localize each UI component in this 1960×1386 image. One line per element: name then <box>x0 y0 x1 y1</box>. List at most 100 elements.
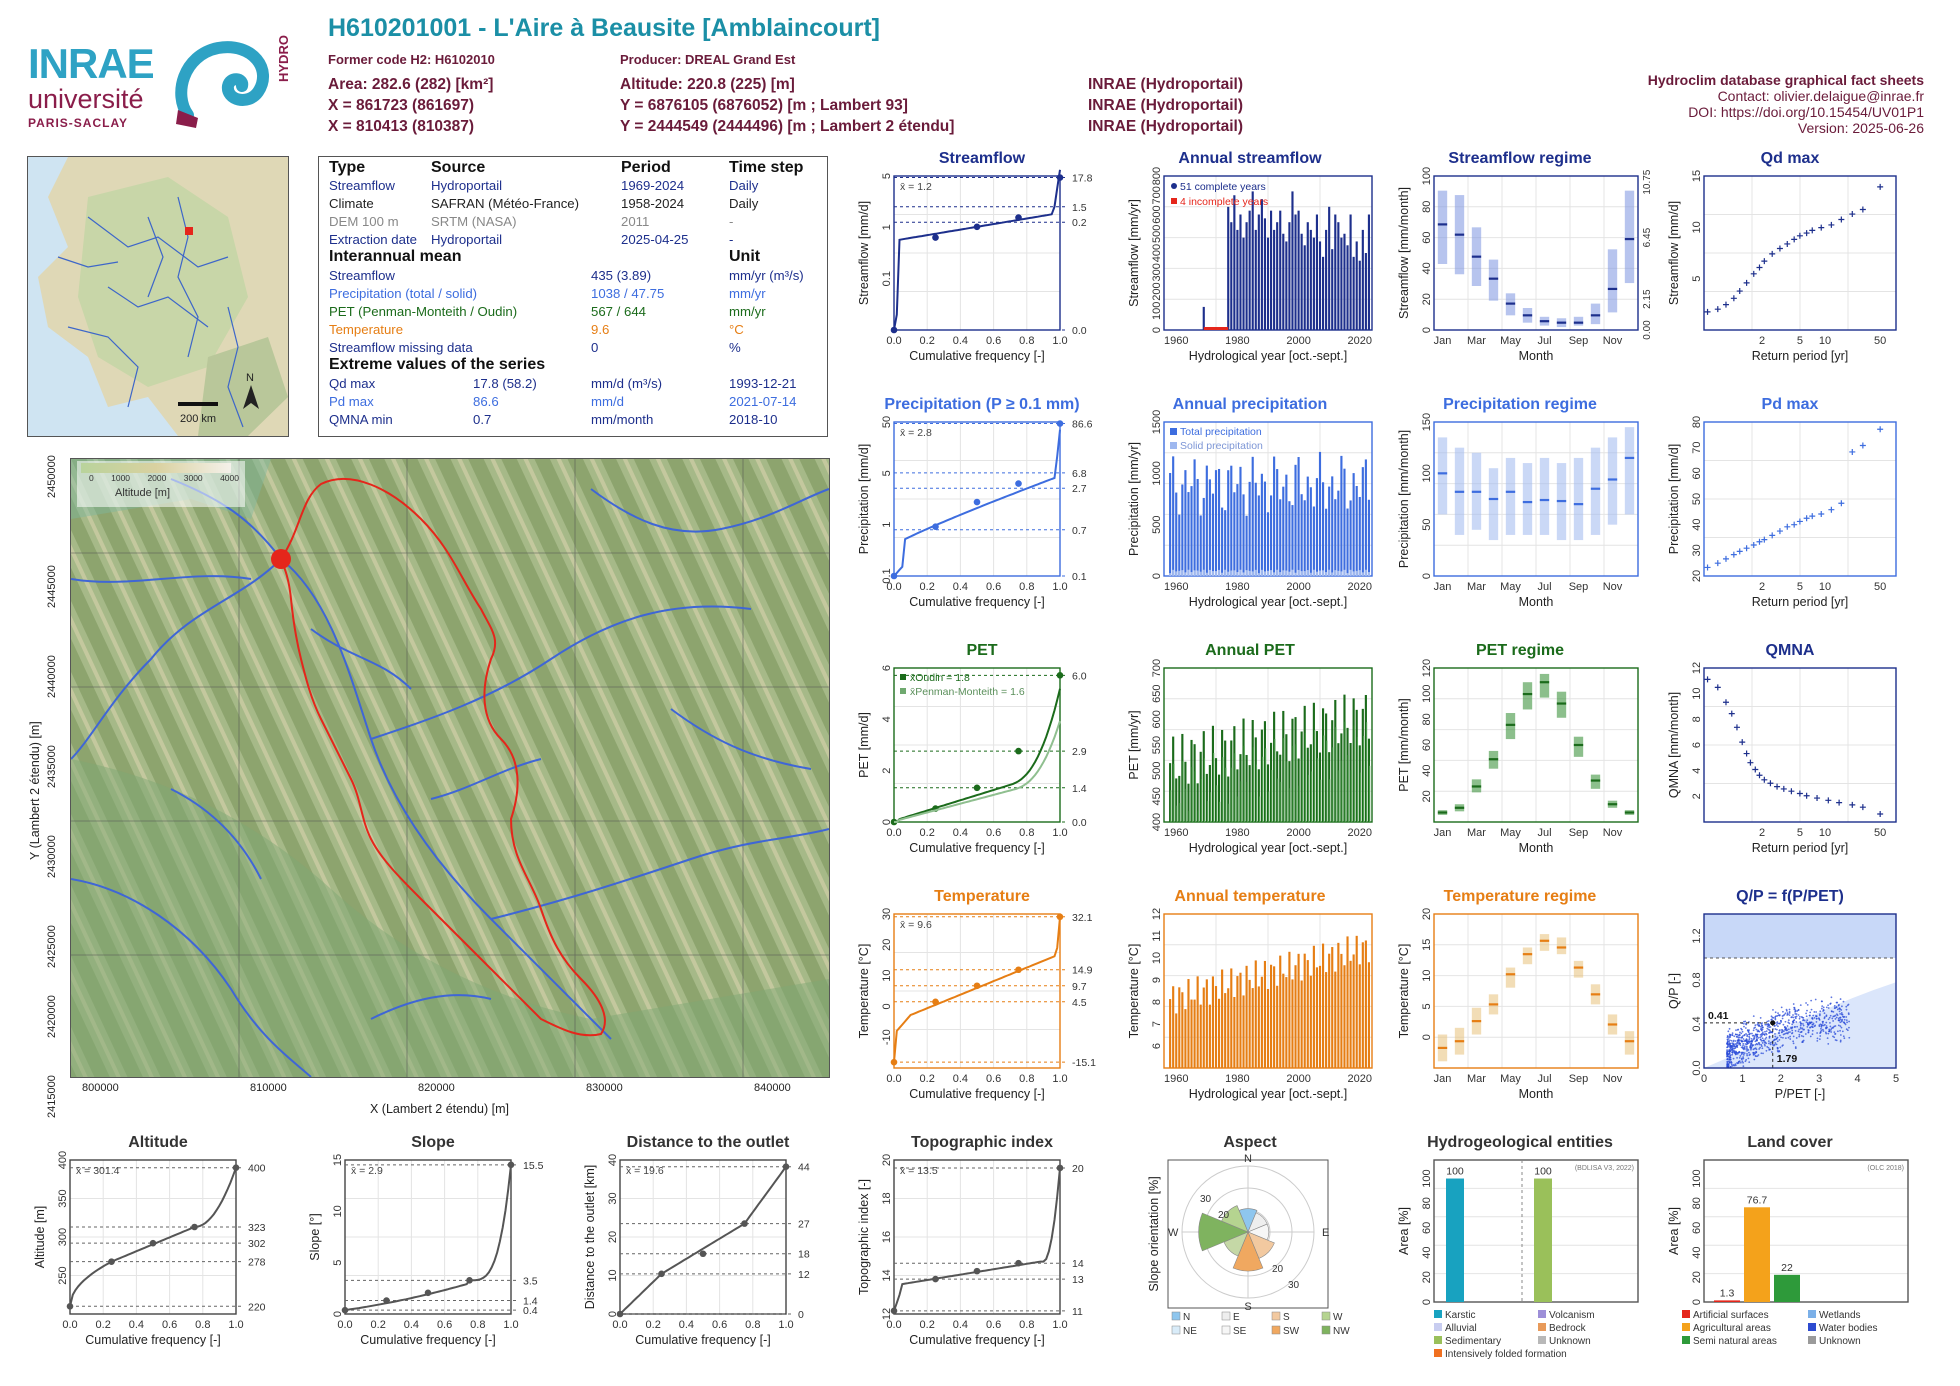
scatter-point <box>1785 1009 1788 1012</box>
landcover-panel: Land cover 1.3 76.7 22 (OLC 2018) 0 20 40 60 80 10… <box>1660 1134 1920 1366</box>
data-point <box>1791 521 1798 528</box>
scatter-point <box>1835 1013 1838 1016</box>
scatter-point <box>1731 1064 1734 1067</box>
scatter-point <box>1848 1026 1850 1029</box>
scatter-point <box>1768 1035 1771 1038</box>
right-value-label: 0 <box>798 1309 804 1321</box>
x-axis-label: Return period [yr] <box>1752 349 1849 363</box>
source-3: INRAE (Hydroportail) <box>1088 118 1243 135</box>
scatter-point <box>1726 1058 1729 1061</box>
solid-bar <box>1297 569 1300 576</box>
bar-penman <box>1341 760 1343 822</box>
y2-tick-label: 2.15 <box>1642 289 1653 309</box>
streamflow-panel: Streamflow 17.8 1.5 0.2 0.0 0.0 0.2 0.4 0.6 0.8 1.… <box>852 150 1112 382</box>
data-point <box>1769 532 1776 539</box>
y-tick-label: 6 <box>881 665 893 671</box>
data-point <box>1730 551 1737 558</box>
x-tick-label: 1960 <box>1164 827 1188 839</box>
bar-penman <box>1323 735 1325 822</box>
scatter-point <box>1791 1023 1794 1026</box>
data-point <box>932 998 939 1006</box>
data-point <box>1730 295 1737 302</box>
altitude-legend-ticks: 0 1000 2000 3000 4000 <box>89 473 239 483</box>
x-tick-label: 2000 <box>1286 827 1310 839</box>
bar <box>1273 966 1276 1068</box>
y-tick-label: 0 <box>881 1003 893 1009</box>
bar <box>1352 473 1355 576</box>
scatter-point <box>1774 1017 1777 1020</box>
scatter-point <box>1818 1018 1821 1020</box>
bar <box>1181 733 1184 822</box>
bar <box>1263 218 1267 330</box>
bar <box>1276 751 1279 822</box>
y-tick-label: 800 <box>1151 167 1163 185</box>
bar-penman <box>1194 771 1196 822</box>
x-tick-label: 3 <box>1816 1073 1822 1085</box>
scatter-point <box>1757 1041 1760 1044</box>
scatter-point <box>1788 1014 1791 1017</box>
panel-title: Temperature <box>934 888 1030 905</box>
info-table: Type Source Period Time step Streamflow … <box>318 156 828 437</box>
bar <box>1187 783 1190 822</box>
x-tick-label: 0.4 <box>679 1319 694 1331</box>
scatter-point <box>1793 1006 1796 1009</box>
data-point <box>1747 759 1754 766</box>
y-tick-label: 0 <box>607 1311 619 1317</box>
scatter-point <box>1790 1027 1792 1030</box>
scatter-point <box>1746 1054 1749 1057</box>
y-tick-label: 40 <box>1421 765 1433 777</box>
scatter-point <box>1743 1046 1746 1049</box>
scatter-point <box>1830 1010 1833 1013</box>
data-point <box>1761 258 1768 265</box>
y-tick-label: 60 <box>1421 739 1433 751</box>
bar <box>1233 492 1236 576</box>
scatter-point <box>1730 1062 1733 1064</box>
y-axis-label: Precipitation [mm/d] <box>857 444 871 554</box>
x-tick-label: 2 <box>1759 335 1765 347</box>
bar <box>1230 465 1233 576</box>
scatter-point <box>1781 1017 1784 1020</box>
data-point <box>973 498 981 506</box>
bar <box>1196 478 1199 576</box>
y-tick-label: 300 <box>1151 263 1163 281</box>
x-tick-label: 0.8 <box>1019 827 1034 839</box>
solid-bar <box>1172 569 1175 576</box>
outlet-marker <box>271 549 291 569</box>
data-point <box>1056 174 1064 181</box>
x-tick-label: Nov <box>1603 1073 1623 1085</box>
mean-value: 567 / 644 <box>591 304 646 319</box>
scatter-point <box>1759 1046 1761 1049</box>
scatter-point <box>1753 1053 1756 1056</box>
box-outer <box>1607 249 1618 313</box>
scatter-point <box>1792 1021 1795 1024</box>
scatter-point <box>1829 1003 1832 1005</box>
scatter-point <box>1836 1001 1839 1004</box>
bar <box>1337 490 1340 576</box>
bar <box>1334 699 1337 822</box>
bar <box>1334 971 1337 1068</box>
solid-bar <box>1318 570 1322 576</box>
series-line <box>893 1167 1061 1312</box>
bar <box>1257 495 1260 576</box>
scatter-point <box>1809 1035 1812 1038</box>
scatter-point <box>1845 1008 1848 1011</box>
scatter-point <box>1839 1029 1841 1032</box>
extreme-unit: mm/d <box>591 394 624 409</box>
right-value-label: 17.8 <box>1072 173 1093 185</box>
bar <box>1236 229 1239 330</box>
scatter-point <box>1833 1005 1836 1007</box>
bar <box>1309 744 1312 822</box>
x-tick-label: Jan <box>1434 827 1452 839</box>
scatter-point <box>1753 1051 1755 1054</box>
scatter-point <box>1809 1026 1811 1029</box>
bar-value-label: 1.3 <box>1720 1287 1735 1299</box>
scatter-point <box>1729 1034 1732 1036</box>
y-tick-label: 80 <box>1691 416 1703 428</box>
legend-swatch <box>1682 1323 1690 1331</box>
bar <box>1364 940 1367 1068</box>
scatter-point <box>1760 1025 1762 1028</box>
scatter-point <box>1745 1058 1748 1061</box>
page-title: H610201001 - L'Aire à Beausite [Amblainc… <box>328 14 880 42</box>
scatter-point <box>1792 1042 1795 1045</box>
mean-label: x̄Penman-Monteith = 1.6 <box>910 686 1025 698</box>
